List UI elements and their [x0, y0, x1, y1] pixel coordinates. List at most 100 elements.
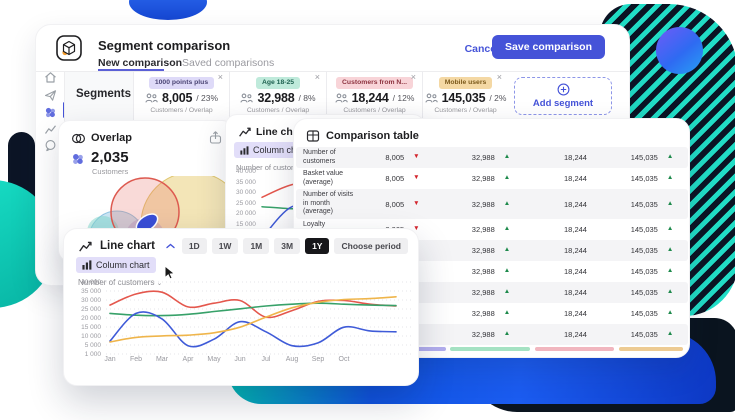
- trend-up-icon: ▲: [503, 267, 511, 275]
- plus-circle-icon: [557, 83, 569, 96]
- active-tab-underline: [98, 69, 164, 71]
- choose-period-button[interactable]: Choose period: [334, 238, 408, 254]
- line-chart-card-foreground: Line chart 1D 1W 1M 3M 1Y Choose period Colum…: [63, 228, 419, 386]
- trend-down-icon: ▼: [413, 199, 420, 207]
- segment-caption: Customers / Overlap: [434, 107, 497, 115]
- column-chart-icon: [82, 260, 92, 270]
- table-cell: 18,244: [564, 267, 587, 276]
- table-cell: 32,988 ▲: [471, 199, 511, 209]
- segment-card: × Customers from N... 18,244/ 12% Customers…: [326, 71, 422, 121]
- share-icon[interactable]: [208, 130, 223, 145]
- trend-up-icon: ▲: [666, 174, 674, 182]
- period-pill-1W[interactable]: 1W: [211, 238, 239, 254]
- chart-icon[interactable]: [44, 123, 57, 136]
- series-red: [109, 290, 397, 319]
- table-cell: 32,988 ▲: [471, 309, 511, 318]
- home-icon[interactable]: [44, 71, 57, 84]
- line-chart-icon: [239, 127, 251, 137]
- table-cell: 145,035 ▲: [630, 199, 674, 209]
- table-cell: 18,244: [564, 174, 587, 183]
- trend-up-icon: ▲: [503, 174, 511, 182]
- trend-up-icon: ▲: [503, 288, 511, 296]
- table-cell: 32,988 ▲: [471, 225, 511, 234]
- table-row: Number of customers 8,005 ▼ 32,988 ▲ 18,244 14…: [296, 147, 688, 168]
- tab-saved-comparisons[interactable]: Saved comparisons: [182, 57, 275, 69]
- close-icon[interactable]: ×: [314, 72, 320, 82]
- people-icon: [240, 93, 254, 103]
- close-icon[interactable]: ×: [496, 72, 502, 82]
- table-cell: 32,988 ▲: [471, 330, 511, 339]
- table-cell: 145,035 ▲: [630, 174, 674, 183]
- segment-card: × 1000 points plus 8,005/ 23% Customers / O…: [133, 71, 229, 121]
- table-cell: 145,035 ▲: [630, 309, 674, 318]
- table-row-label: Basket value (average): [303, 169, 344, 186]
- tab-new-comparison[interactable]: New comparison: [98, 57, 183, 69]
- segment-value: 32,988/ 8%: [230, 91, 326, 105]
- trend-up-icon: ▲: [503, 153, 511, 161]
- decor-blue-circle: [656, 27, 703, 74]
- overlap-segments-icon[interactable]: [44, 106, 57, 119]
- mini-y-tick: 35 000: [236, 178, 256, 186]
- table-cell: 32,988 ▲: [471, 153, 511, 162]
- chevron-up-icon: [166, 243, 175, 249]
- period-pill-1Y[interactable]: 1Y: [305, 238, 330, 254]
- table-row: Basket value (average) 8,005 ▼ 32,988 ▲ 18,24…: [296, 168, 688, 189]
- segment-badge: Age 18-25: [255, 77, 301, 90]
- table-cell: 145,035 ▲: [630, 288, 674, 297]
- metric-selector[interactable]: Number of customers ⌄: [78, 278, 163, 287]
- period-pill-1D[interactable]: 1D: [181, 238, 207, 254]
- trend-up-icon: ▲: [503, 330, 511, 338]
- table-cell: 145,035 ▲: [630, 225, 674, 234]
- send-icon[interactable]: [44, 89, 57, 102]
- divider: [36, 71, 629, 72]
- trend-up-icon: ▲: [503, 199, 511, 207]
- trend-up-icon: ▲: [666, 267, 674, 275]
- save-comparison-button[interactable]: Save comparison: [492, 35, 605, 59]
- table-cell: 145,035 ▲: [630, 267, 674, 276]
- segment-badge: Mobile users: [438, 77, 493, 90]
- trend-down-icon: ▼: [413, 225, 420, 233]
- cancel-button[interactable]: Cancel: [459, 42, 505, 56]
- table-cell: 32,988 ▲: [471, 174, 511, 183]
- svg-text:Apr: Apr: [183, 356, 195, 363]
- table-cell: 32,988 ▲: [471, 267, 511, 276]
- segment-value: 145,035/ 2%: [423, 91, 508, 105]
- svg-text:Feb: Feb: [130, 356, 142, 363]
- column-chart-option-label: Column chart: [96, 260, 150, 270]
- period-pill-1M[interactable]: 1M: [243, 238, 270, 254]
- table-cell: 8,005▼: [385, 174, 420, 183]
- decor-top-blue-blob: [129, 0, 207, 20]
- segment-card: × Mobile users 145,035/ 2% Customers / Over…: [422, 71, 508, 121]
- segment-caption: Customers / Overlap: [150, 107, 213, 115]
- table-cell: 18,244: [564, 246, 587, 255]
- overlap-icon: [71, 133, 85, 144]
- column-chart-option[interactable]: Column chart: [234, 142, 313, 158]
- trend-up-icon: ▲: [503, 309, 511, 317]
- segments-label-zone: [65, 72, 133, 121]
- column-chart-option[interactable]: Column chart: [76, 257, 156, 273]
- svg-text:25 000: 25 000: [81, 306, 101, 313]
- mini-y-tick: 20 000: [236, 210, 256, 217]
- column-color-bar: [450, 347, 530, 351]
- column-color-bar: [619, 347, 683, 351]
- svg-text:10 000: 10 000: [81, 333, 101, 340]
- close-icon[interactable]: ×: [217, 72, 223, 82]
- period-pill-3M[interactable]: 3M: [274, 238, 301, 254]
- mini-y-tick: 15 000: [236, 220, 256, 228]
- svg-text:May: May: [207, 356, 221, 363]
- close-icon[interactable]: ×: [410, 72, 416, 82]
- table-cell: 18,244: [564, 225, 587, 234]
- svg-text:Mar: Mar: [156, 356, 169, 363]
- table-cell: 18,244: [564, 288, 587, 297]
- svg-text:1 000: 1 000: [85, 351, 102, 358]
- svg-text:Jan: Jan: [104, 356, 115, 363]
- line-chart-plot: 40 000 35 000 30 000 25 000 20 000 15 000 10 0…: [81, 279, 414, 363]
- chat-icon[interactable]: [44, 139, 57, 152]
- segments-label: Segments: [76, 88, 131, 100]
- people-icon: [425, 93, 438, 103]
- table-cell: 145,035 ▲: [630, 153, 674, 162]
- chart-type-selector[interactable]: Line chart: [100, 240, 155, 252]
- trend-down-icon: ▼: [413, 153, 420, 161]
- add-segment-button[interactable]: Add segment: [514, 77, 612, 115]
- overlap-card-title: Overlap: [91, 132, 132, 144]
